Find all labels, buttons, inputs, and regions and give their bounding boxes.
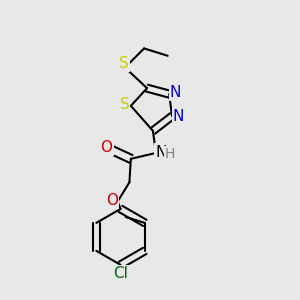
- Text: O: O: [100, 140, 112, 154]
- Text: Cl: Cl: [113, 266, 128, 281]
- Text: N: N: [170, 85, 181, 100]
- Text: S: S: [118, 56, 128, 70]
- Text: O: O: [106, 193, 118, 208]
- Text: H: H: [165, 147, 175, 161]
- Text: N: N: [155, 145, 167, 160]
- Text: S: S: [119, 97, 129, 112]
- Text: N: N: [173, 109, 184, 124]
